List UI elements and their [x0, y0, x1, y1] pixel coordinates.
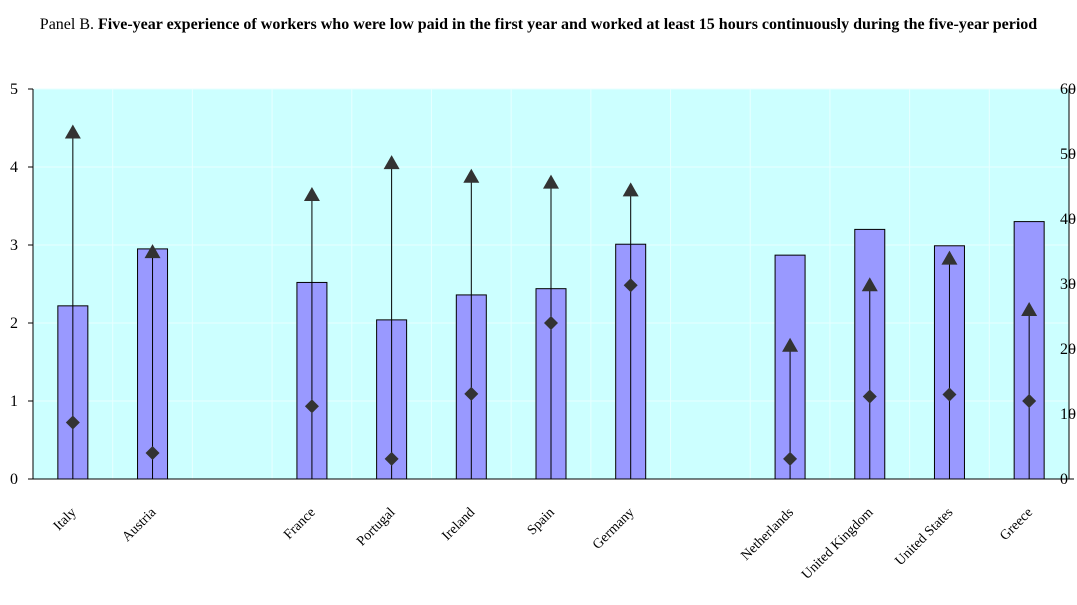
diamond-marker [304, 399, 319, 414]
triangle-marker [144, 244, 161, 259]
markers [64, 124, 1038, 466]
triangle-marker [1021, 302, 1038, 316]
diamond-marker [544, 316, 558, 330]
diamond-marker [623, 278, 638, 293]
triangle-marker [941, 250, 958, 265]
category-label: Italy [51, 505, 80, 534]
category-labels: Italy Austria France Portugal Ireland Spain Ge… [51, 505, 1036, 583]
diamond-marker [783, 451, 798, 466]
category-label: Ireland [439, 505, 478, 544]
right-tick-label: 20 [1060, 341, 1076, 358]
left-tick-label: 3 [10, 237, 18, 254]
diamond-marker [384, 451, 399, 466]
diamond-marker [1022, 394, 1037, 408]
triangle-marker [782, 337, 799, 352]
triangle-marker [861, 277, 878, 292]
chart-title-prefix: Panel B. [39, 16, 99, 33]
right-tick-label: 50 [1060, 146, 1076, 163]
chart-title: Panel B. Five-year experience of workers… [0, 12, 1077, 38]
category-label: United Kingdom [799, 505, 877, 583]
left-tick-label: 1 [10, 393, 18, 410]
left-tick-label: 4 [10, 159, 18, 176]
category-label: France [281, 505, 319, 543]
triangle-marker [303, 186, 320, 201]
diamond-marker [464, 386, 479, 401]
category-label: Greece [997, 505, 1036, 544]
triangle-marker [64, 124, 81, 139]
range-lines [72, 132, 1030, 479]
category-label: Austria [120, 505, 160, 545]
diamond-marker [65, 415, 80, 430]
right-tick-label: 0 [1060, 471, 1068, 488]
right-tick-label: 40 [1060, 211, 1076, 228]
left-tick-label: 2 [10, 315, 18, 332]
category-label: Portugal [354, 505, 398, 549]
axes [28, 88, 1074, 480]
chart-title-bold: Five-year experience of workers who were… [98, 16, 1038, 33]
category-label: Netherlands [738, 505, 796, 563]
diamond-marker [942, 387, 957, 402]
diamond-marker [145, 446, 160, 460]
category-label: Germany [590, 505, 637, 552]
triangle-marker [383, 155, 400, 170]
right-tick-label: 30 [1060, 276, 1076, 293]
left-tick-label: 0 [10, 471, 18, 488]
right-tick-label: 60 [1060, 81, 1076, 98]
triangle-marker [463, 168, 480, 183]
diamond-marker [862, 389, 877, 404]
category-label: United States [893, 505, 957, 569]
triangle-marker [622, 182, 639, 197]
left-tick-label: 5 [10, 81, 18, 98]
triangle-marker [543, 174, 559, 189]
right-tick-label: 10 [1060, 406, 1076, 423]
category-label: Spain [525, 505, 558, 538]
gridlines [33, 88, 1069, 479]
